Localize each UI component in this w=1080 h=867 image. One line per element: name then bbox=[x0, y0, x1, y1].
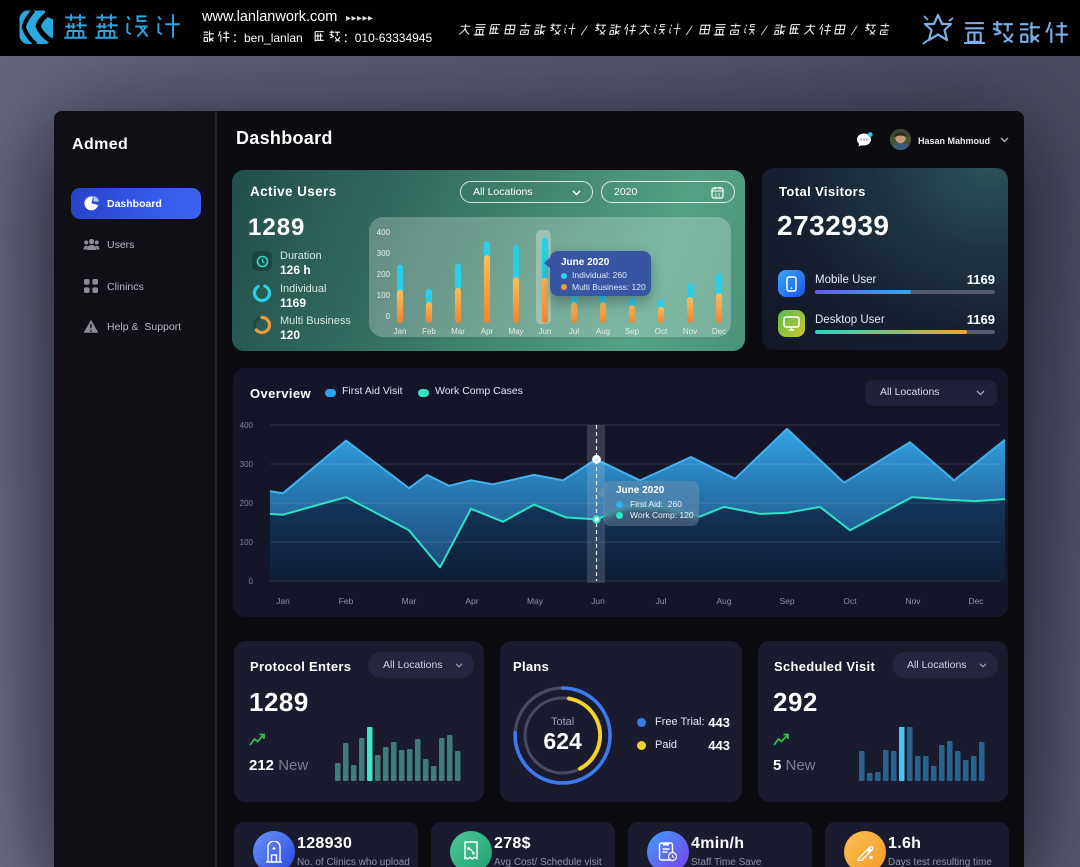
svg-text:Jan: Jan bbox=[394, 327, 407, 336]
svg-text:0: 0 bbox=[249, 577, 254, 586]
svg-text:Total: Total bbox=[551, 716, 574, 728]
svg-text:0: 0 bbox=[386, 312, 391, 321]
svg-text:624: 624 bbox=[543, 728, 582, 754]
svg-text:/: / bbox=[850, 23, 859, 38]
svg-text:May: May bbox=[508, 327, 523, 336]
svg-text:Sep: Sep bbox=[625, 327, 640, 336]
svg-text:300: 300 bbox=[377, 249, 391, 258]
svg-text:Oct: Oct bbox=[843, 596, 857, 606]
svg-text:200: 200 bbox=[240, 499, 254, 508]
svg-text:Jul: Jul bbox=[569, 327, 579, 336]
svg-text:Nov: Nov bbox=[683, 327, 697, 336]
svg-text:400: 400 bbox=[240, 421, 254, 430]
svg-text:Feb: Feb bbox=[422, 327, 436, 336]
svg-text:100: 100 bbox=[240, 538, 254, 547]
svg-text:Dec: Dec bbox=[968, 596, 984, 606]
svg-text:300: 300 bbox=[240, 460, 254, 469]
svg-text:May: May bbox=[527, 596, 544, 606]
svg-text:Apr: Apr bbox=[481, 327, 494, 336]
svg-text:/: / bbox=[760, 23, 769, 38]
svg-text:Sep: Sep bbox=[779, 596, 794, 606]
svg-text:Dec: Dec bbox=[712, 327, 726, 336]
svg-text:400: 400 bbox=[377, 228, 391, 237]
svg-text:Mar: Mar bbox=[402, 596, 417, 606]
svg-text:Nov: Nov bbox=[905, 596, 921, 606]
svg-text:Aug: Aug bbox=[716, 596, 731, 606]
svg-text:200: 200 bbox=[377, 270, 391, 279]
svg-text:Apr: Apr bbox=[465, 596, 478, 606]
svg-text:/: / bbox=[685, 23, 694, 38]
svg-text:Mar: Mar bbox=[451, 327, 465, 336]
svg-text:Jun: Jun bbox=[539, 327, 552, 336]
svg-text:Feb: Feb bbox=[339, 596, 354, 606]
svg-text:/: / bbox=[580, 23, 589, 38]
svg-text:Jul: Jul bbox=[656, 596, 667, 606]
svg-text:Jun: Jun bbox=[591, 596, 605, 606]
svg-text:100: 100 bbox=[377, 291, 391, 300]
svg-text:Aug: Aug bbox=[596, 327, 610, 336]
svg-text:Oct: Oct bbox=[655, 327, 668, 336]
svg-text:Jan: Jan bbox=[276, 596, 290, 606]
